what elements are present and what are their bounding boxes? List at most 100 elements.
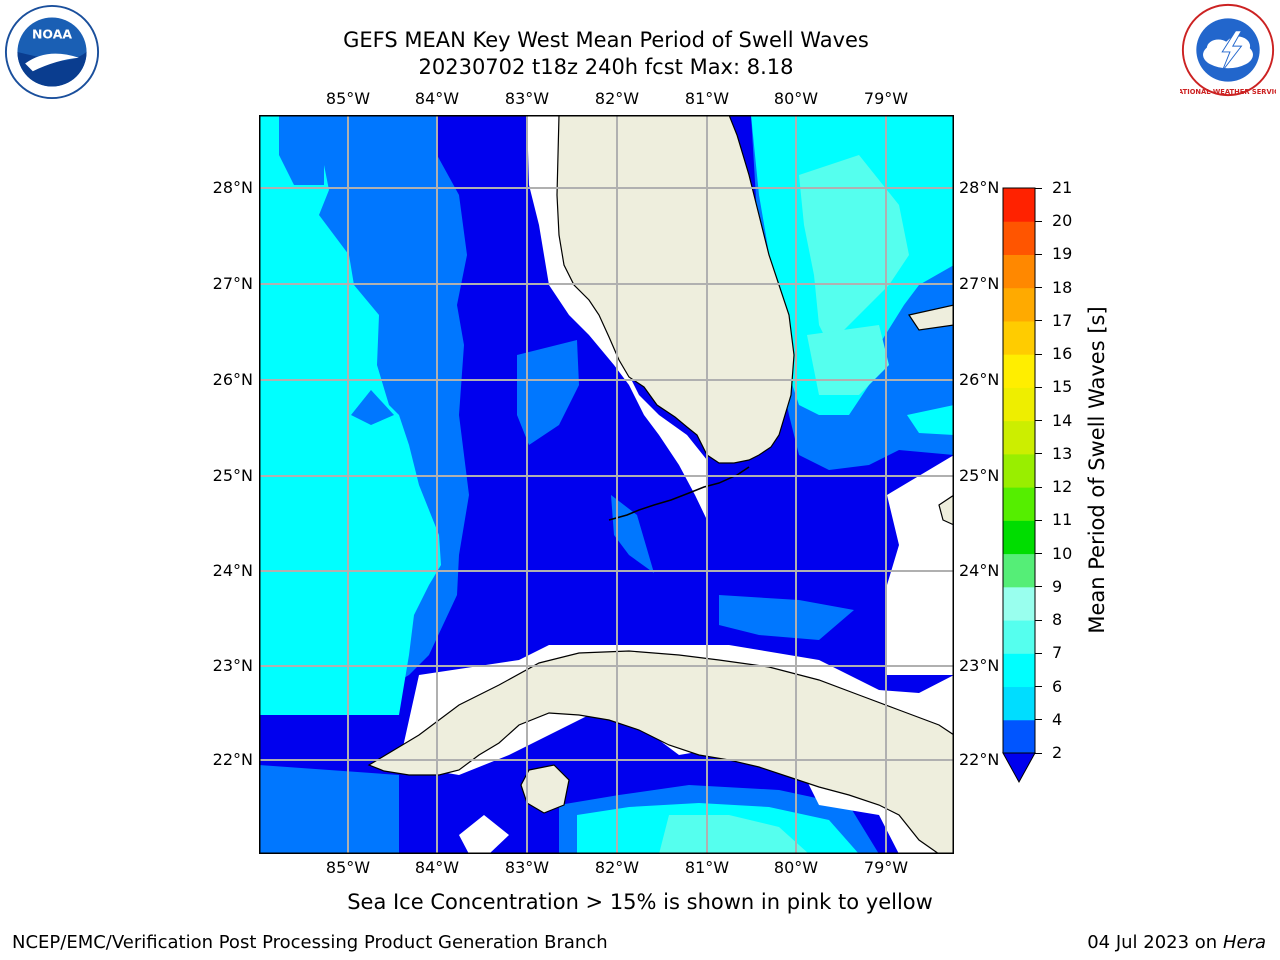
lon-label-top: 82°W	[594, 89, 640, 108]
lon-label-top: 83°W	[504, 89, 550, 108]
region-8-9s-caribbean	[659, 815, 809, 854]
colorbar-tick-label: 18	[1052, 277, 1073, 297]
colorbar-tick-label: 14	[1052, 410, 1073, 430]
footer-date: 04 Jul 2023 on Hera	[1087, 932, 1266, 953]
colorbar-tick-label: 11	[1052, 510, 1073, 530]
colorbar-tick-label: 16	[1052, 344, 1073, 364]
lon-label-bottom: 81°W	[684, 858, 730, 877]
colorbar-tick-mark	[1035, 420, 1042, 422]
lat-label-right: 23°N	[959, 656, 1000, 675]
colorbar-tick-mark	[1035, 519, 1042, 521]
colorbar-band	[1003, 686, 1035, 721]
nws-logo: NATIONAL WEATHER SERVICE	[1180, 3, 1276, 96]
colorbar-band	[1003, 387, 1035, 422]
colorbar-frame	[1002, 187, 1036, 754]
sea-ice-caption: Sea Ice Concentration > 15% is shown in …	[347, 890, 933, 914]
colorbar-tick-label: 13	[1052, 443, 1073, 463]
lat-label-right: 25°N	[959, 466, 1000, 485]
lon-label-bottom: 84°W	[414, 858, 460, 877]
colorbar-tick-label: 10	[1052, 543, 1073, 563]
region-4-6s-east-gulf	[517, 340, 579, 445]
colorbar-tick-label: 20	[1052, 211, 1073, 231]
colorbar-tick-label: 2	[1052, 743, 1063, 762]
lat-label-left: 25°N	[212, 466, 253, 485]
lon-label-top: 81°W	[684, 89, 730, 108]
land-andros-fragment	[938, 494, 954, 526]
lon-label-bottom: 85°W	[325, 858, 371, 877]
nodata-florida-west	[527, 115, 707, 520]
swell-period-map	[259, 115, 954, 854]
nodata-east-box-2	[887, 585, 954, 635]
colorbar-band	[1003, 487, 1035, 521]
map-frame	[259, 115, 954, 854]
colorbar-tick-mark	[1035, 187, 1042, 189]
colorbar-tick-mark	[1035, 453, 1042, 455]
colorbar-band	[1003, 420, 1035, 455]
grid-lines	[259, 115, 954, 854]
lon-label-bottom: 80°W	[773, 858, 819, 877]
colorbar-band	[1003, 188, 1035, 222]
colorbar-tick-mark	[1035, 752, 1042, 754]
colorbar-band	[1003, 553, 1035, 588]
lon-label-top: 85°W	[325, 89, 371, 108]
region-8-9s-atlantic-south	[807, 325, 889, 395]
colorbar-band	[1003, 453, 1035, 488]
colorbar-band	[1003, 719, 1035, 754]
lon-label-bottom: 83°W	[504, 858, 550, 877]
colorbar-tick-label: 7	[1052, 643, 1063, 663]
region-4-6s-strip	[611, 495, 654, 573]
colorbar-tick-label: 15	[1052, 377, 1073, 397]
lat-label-left: 23°N	[212, 656, 253, 675]
lat-label-right: 27°N	[959, 274, 1000, 293]
lat-label-left: 26°N	[212, 370, 253, 389]
colorbar-tick-mark	[1035, 386, 1042, 388]
colorbar-tick-mark	[1035, 220, 1042, 222]
noaa-logo: NOAA	[4, 4, 100, 100]
noaa-logo-text: NOAA	[32, 27, 72, 42]
lat-label-right: 24°N	[959, 561, 1000, 580]
colorbar-band	[1003, 586, 1035, 621]
footer-date-text: 04 Jul 2023 on	[1087, 932, 1223, 953]
lon-label-top: 80°W	[773, 89, 819, 108]
colorbar-tick-mark	[1035, 353, 1042, 355]
colorbar	[1002, 187, 1036, 784]
region-6-8s-west	[259, 115, 441, 715]
colorbar-under-triangle	[1002, 752, 1036, 784]
colorbar-tick-label: 17	[1052, 310, 1073, 330]
lat-label-right: 26°N	[959, 370, 1000, 389]
colorbar-tick-mark	[1035, 619, 1042, 621]
colorbar-tick-mark	[1035, 553, 1042, 555]
lat-label-left: 28°N	[212, 178, 253, 197]
region-6-8s-atlantic-east	[907, 405, 954, 435]
footer-branch: NCEP/EMC/Verification Post Processing Pr…	[12, 932, 608, 953]
colorbar-band	[1003, 287, 1035, 322]
colorbar-band	[1003, 653, 1035, 688]
region-4-6s-patch	[351, 390, 394, 425]
lat-label-left: 22°N	[212, 750, 253, 769]
footer-host: Hera	[1222, 932, 1266, 953]
lat-label-left: 24°N	[212, 561, 253, 580]
colorbar-band	[1003, 221, 1035, 255]
region-8-9s-atlantic	[799, 155, 909, 345]
colorbar-band	[1003, 320, 1035, 355]
colorbar-tick-mark	[1035, 719, 1042, 721]
nodata-south-pocket	[459, 815, 509, 854]
colorbar-tick-label: 12	[1052, 477, 1073, 497]
region-4-6s-bottom-west	[259, 765, 399, 854]
colorbar-tick-label: 6	[1052, 676, 1063, 696]
land-isla-juventud	[520, 764, 570, 814]
colorbar-band	[1003, 520, 1035, 555]
lon-label-bottom: 79°W	[863, 858, 909, 877]
colorbar-tick-mark	[1035, 586, 1042, 588]
lat-label-right: 22°N	[959, 750, 1000, 769]
colorbar-axis-label: Mean Period of Swell Waves [s]	[1085, 306, 1109, 634]
lon-label-bottom: 82°W	[594, 858, 640, 877]
colorbar-tick-label: 9	[1052, 576, 1063, 596]
colorbar-tick-mark	[1035, 287, 1042, 289]
colorbar-tick-label: 4	[1052, 709, 1063, 729]
lon-label-top: 84°W	[414, 89, 460, 108]
region-4-6s-cuba-strait	[719, 595, 854, 640]
colorbar-band	[1003, 254, 1035, 289]
colorbar-band	[1003, 620, 1035, 654]
colorbar-tick-mark	[1035, 686, 1042, 688]
